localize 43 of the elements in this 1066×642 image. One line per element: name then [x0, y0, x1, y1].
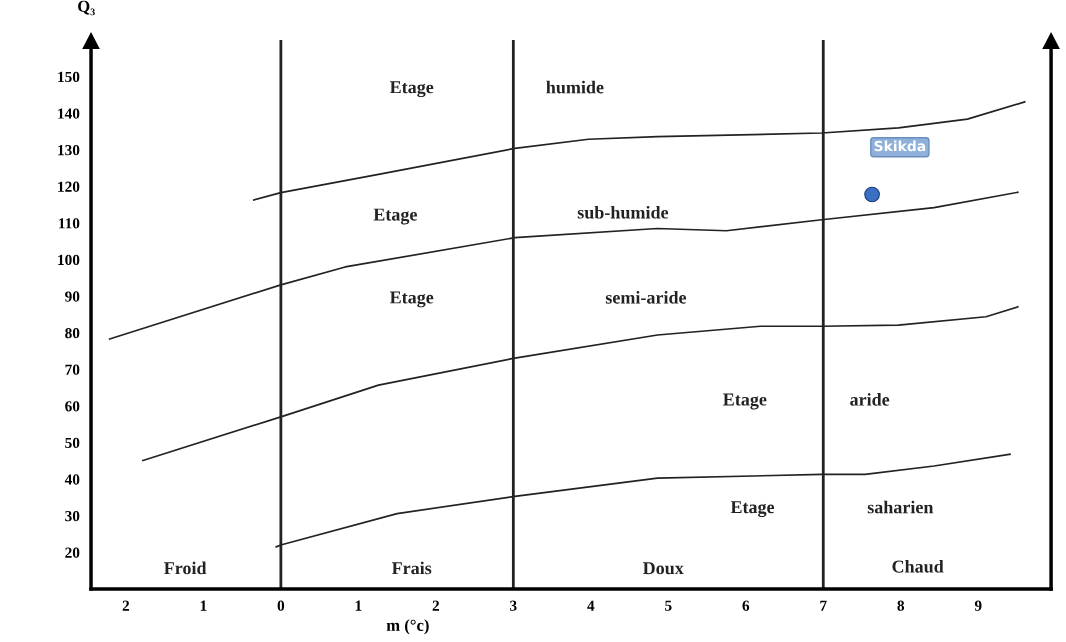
y-tick-label: 30 [65, 510, 80, 522]
y-tick-label: 40 [64, 474, 80, 485]
y-tick-label: 150 [58, 71, 80, 83]
y-tick-label: 20 [65, 547, 80, 558]
y-tick-label: 70 [65, 364, 80, 375]
annotation: semi-aride [605, 290, 687, 304]
annotation: Frais [391, 561, 432, 575]
annotation: Etage [389, 291, 434, 308]
x-tick-label: 5 [665, 600, 672, 611]
annotation: Froid [164, 561, 207, 575]
y-tick-label: 100 [58, 254, 80, 266]
y-tick-label: 80 [65, 327, 80, 339]
x-tick-label: 4 [587, 600, 595, 611]
x-axis-title: m (°c) [386, 619, 429, 635]
y-tick-label: 130 [58, 144, 80, 156]
y-tick-label: 110 [59, 218, 80, 229]
annotation: Etage [730, 501, 775, 518]
x-tick-label: 0 [277, 600, 285, 611]
y-axis-title: Q₃ [78, 0, 95, 16]
annotation: saharien [867, 500, 934, 514]
x-tick-label: 1 [200, 600, 207, 611]
annotation: sub-humide [577, 205, 669, 219]
x-tick-label: 8 [897, 600, 905, 611]
x-tick-label: 2 [432, 600, 440, 611]
annotation: Etage [373, 208, 417, 225]
annotation: aride [850, 393, 890, 406]
x-tick-label: 9 [974, 600, 982, 611]
x-tick-label: 7 [820, 600, 827, 611]
annotation: humide [546, 80, 604, 94]
y-tick-label: 60 [65, 401, 80, 412]
annotation: Doux [642, 562, 684, 575]
y-tick-label: 140 [58, 108, 80, 119]
text: Skikda [874, 140, 926, 152]
annotation: Etage [723, 393, 767, 410]
y-tick-label: 120 [58, 181, 80, 192]
x-tick-label: 3 [510, 600, 517, 611]
annotation: Etage [389, 81, 434, 98]
x-tick-label: 1 [355, 600, 362, 611]
y-tick-label: 90 [65, 291, 80, 302]
y-tick-label: 50 [65, 437, 80, 449]
annotation: Chaud [892, 559, 944, 573]
x-tick-label: 2 [122, 600, 130, 611]
x-tick-label: 6 [742, 600, 750, 611]
